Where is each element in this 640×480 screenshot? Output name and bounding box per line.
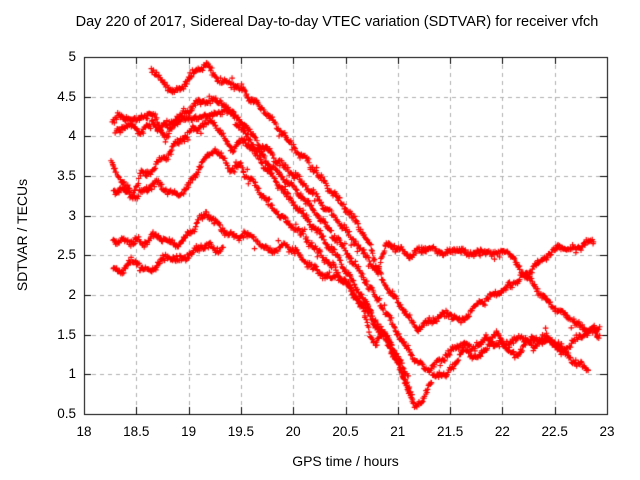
x-tick-label: 23 [599, 424, 615, 439]
y-tick-label: 0.5 [57, 406, 76, 421]
x-tick-label: 21 [390, 424, 406, 439]
x-tick-label: 18.5 [123, 424, 150, 439]
chart-title: Day 220 of 2017, Sidereal Day-to-day VTE… [75, 14, 599, 30]
y-tick-label: 4.5 [57, 88, 76, 104]
x-tick-label: 22.5 [541, 424, 568, 439]
x-axis-label: GPS time / hours [292, 453, 399, 469]
y-tick-label: 1.5 [57, 326, 76, 342]
x-tick-label: 22 [494, 424, 510, 439]
x-tick-label: 18 [76, 424, 92, 439]
y-tick-label: 2.5 [57, 247, 76, 263]
y-tick-label: 5 [68, 49, 76, 64]
y-tick-label: 1 [68, 366, 76, 382]
x-tick-label: 19 [181, 424, 197, 439]
x-tick-label: 21.5 [436, 424, 464, 439]
x-tick-label: 20 [285, 424, 301, 439]
y-tick-label: 3.5 [57, 168, 76, 183]
y-tick-label: 3 [68, 207, 76, 223]
x-tick-label: 20.5 [332, 424, 359, 439]
y-tick-label: 2 [68, 287, 76, 302]
x-tick-label: 19.5 [227, 424, 255, 439]
y-tick-label: 4 [68, 128, 76, 144]
y-axis-label: SDTVAR / TECUs [14, 178, 30, 292]
